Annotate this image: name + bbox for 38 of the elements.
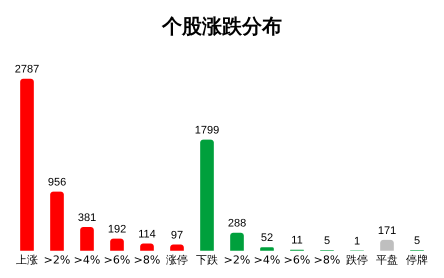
x-tick-label: 跌停 bbox=[346, 253, 368, 266]
x-tick-label: 涨停 bbox=[166, 253, 188, 266]
x-tick-label: >6% bbox=[284, 253, 310, 266]
x-tick-label: 平盘 bbox=[376, 253, 398, 266]
chart-title: 个股涨跌分布 bbox=[161, 14, 282, 38]
data-label: 956 bbox=[48, 176, 66, 188]
data-label: 114 bbox=[138, 228, 156, 240]
data-label: 1799 bbox=[194, 124, 220, 137]
bar bbox=[80, 227, 94, 251]
data-label: 97 bbox=[170, 229, 184, 242]
x-tick-label: >8% bbox=[314, 253, 340, 266]
data-label: 5 bbox=[414, 235, 420, 248]
x-tick-label: >8% bbox=[134, 253, 160, 266]
bar bbox=[380, 240, 394, 251]
x-tick-label: >6% bbox=[104, 253, 130, 266]
data-label: 192 bbox=[108, 224, 126, 236]
x-tick-label: 上涨 bbox=[16, 253, 38, 266]
data-label: 52 bbox=[260, 232, 274, 244]
bar bbox=[50, 192, 64, 251]
bar bbox=[20, 78, 34, 251]
bar bbox=[140, 243, 154, 251]
x-tick-label: 停牌 bbox=[406, 253, 428, 266]
x-tick-label: >2% bbox=[44, 253, 70, 266]
x-tick-label: 下跌 bbox=[196, 253, 218, 266]
x-tick-label: >4% bbox=[254, 253, 280, 266]
data-label: 1 bbox=[354, 235, 360, 248]
bar bbox=[200, 140, 214, 251]
data-label: 381 bbox=[78, 212, 96, 224]
data-label: 171 bbox=[378, 224, 396, 237]
data-label: 5 bbox=[324, 235, 330, 248]
data-label: 2787 bbox=[14, 64, 40, 76]
x-tick-label: >4% bbox=[74, 253, 100, 266]
data-label: 288 bbox=[228, 218, 246, 230]
x-tick-label: >2% bbox=[224, 253, 250, 266]
bar bbox=[110, 238, 124, 251]
bar bbox=[230, 232, 244, 251]
data-label: 11 bbox=[291, 234, 303, 247]
bar bbox=[170, 244, 184, 251]
